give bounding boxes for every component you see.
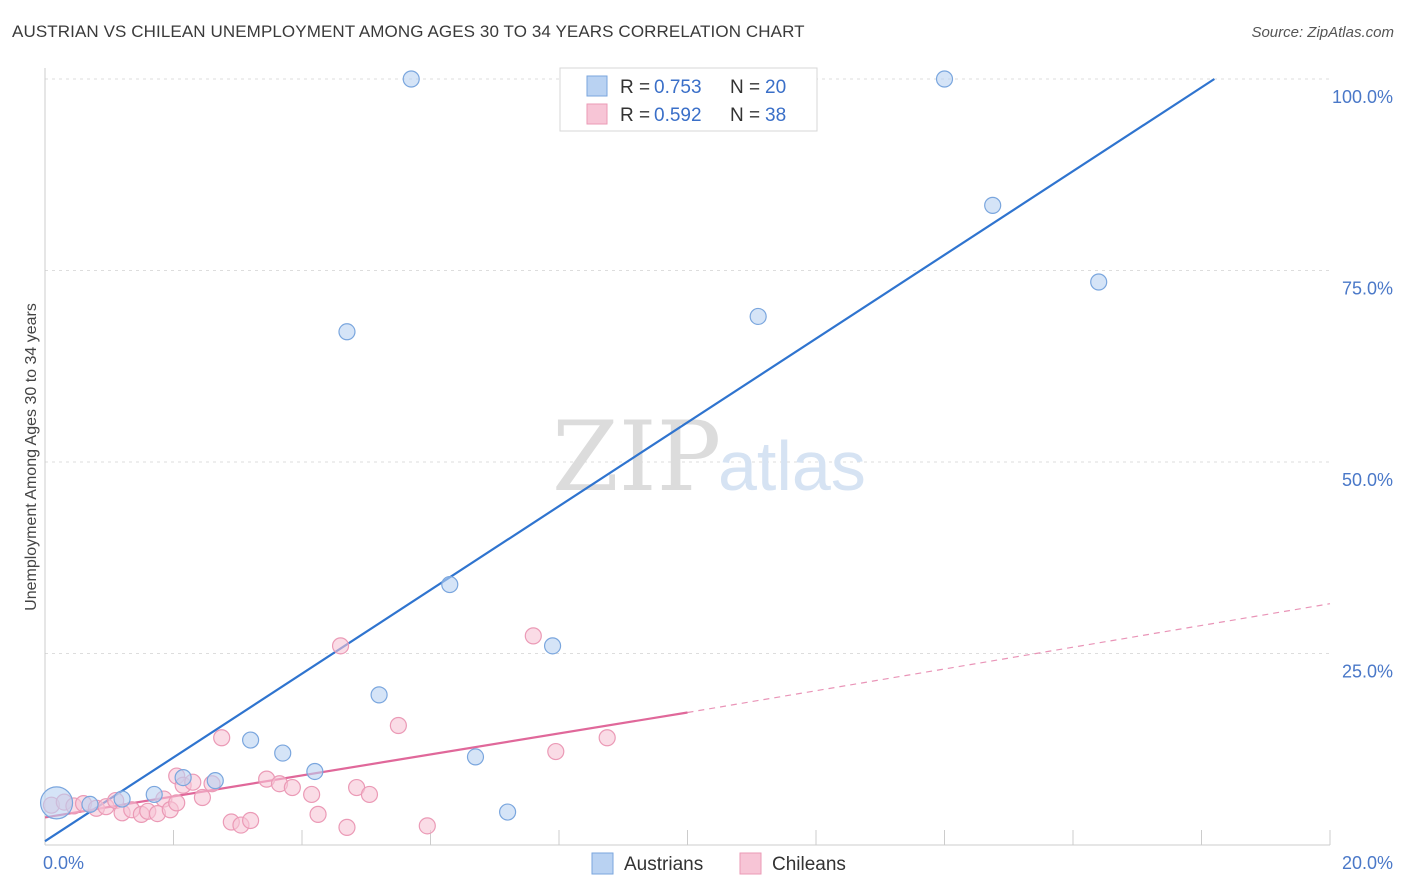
top-legend: R = 0.753 N = 20 R = 0.592 N = 38	[559, 67, 818, 132]
point-austrians	[1090, 273, 1108, 291]
point-chileans	[338, 818, 356, 836]
point-austrians	[402, 70, 420, 88]
point-austrians	[370, 686, 388, 704]
point-austrians	[174, 768, 192, 787]
point-austrians	[113, 790, 131, 808]
y-axis-label: Unemployment Among Ages 30 to 34 years	[23, 303, 40, 611]
legend-swatch-chileans	[586, 103, 608, 125]
watermark-atlas: atlas	[718, 427, 866, 505]
point-chileans	[360, 785, 379, 804]
point-austrians	[984, 196, 1002, 214]
legend-n-value-2: 38	[765, 105, 786, 126]
data-points	[39, 70, 1108, 836]
point-austrians	[81, 795, 99, 814]
axes	[44, 68, 1331, 846]
legend-n-label-2: N =	[730, 105, 760, 126]
x-tick-label: 20.0%	[1342, 853, 1393, 873]
x-tick-label: 0.0%	[43, 853, 84, 873]
point-austrians	[274, 744, 292, 762]
point-chileans	[193, 788, 212, 807]
point-austrians	[145, 785, 163, 804]
tick-labels: 25.0% 50.0% 75.0% 100.0% 0.0% 20.0%	[43, 87, 1393, 873]
trend-line-austrians	[44, 78, 1215, 843]
point-austrians	[466, 748, 485, 766]
bottom-legend-chileans: Chileans	[772, 854, 846, 875]
y-tick-label: 50.0%	[1342, 470, 1393, 490]
y-tick-label: 75.0%	[1342, 279, 1393, 299]
point-chileans	[389, 716, 407, 735]
point-austrians	[441, 575, 459, 594]
point-chileans	[309, 805, 327, 823]
point-austrians	[39, 786, 74, 820]
point-austrians	[749, 307, 767, 326]
y-tick-label: 25.0%	[1342, 662, 1393, 682]
point-austrians	[338, 323, 356, 341]
legend-n-label-1: N =	[730, 77, 760, 98]
point-chileans	[283, 778, 301, 797]
legend-swatch-austrians	[586, 75, 608, 97]
point-chileans	[213, 729, 231, 747]
point-austrians	[306, 762, 324, 781]
bottom-legend: Austrians Chileans	[591, 852, 846, 875]
legend-r-value-1: 0.753	[654, 77, 702, 98]
legend-r-label-2: R =	[620, 105, 650, 126]
legend-r-value-2: 0.592	[654, 105, 702, 126]
point-austrians	[242, 731, 260, 749]
point-chileans	[547, 742, 565, 761]
point-chileans	[418, 817, 436, 835]
chart-title: AUSTRIAN VS CHILEAN UNEMPLOYMENT AMONG A…	[12, 22, 805, 41]
bottom-legend-austrians: Austrians	[624, 854, 703, 875]
point-chileans	[598, 729, 616, 747]
point-austrians	[935, 70, 954, 88]
chart-source: Source: ZipAtlas.com	[1251, 24, 1394, 41]
point-chileans	[524, 627, 542, 645]
gridlines	[45, 78, 1330, 654]
bottom-legend-swatch-austrians	[591, 852, 614, 875]
point-chileans	[303, 785, 321, 804]
point-austrians	[543, 637, 562, 655]
point-chileans	[242, 811, 260, 830]
point-chileans	[168, 794, 186, 812]
bottom-legend-swatch-chileans	[739, 852, 762, 875]
point-chileans	[331, 637, 350, 655]
trend-line-chileans-extension	[687, 603, 1331, 714]
legend-r-label-1: R =	[620, 77, 650, 98]
point-austrians	[206, 772, 224, 790]
point-austrians	[499, 803, 517, 821]
y-tick-label: 100.0%	[1332, 87, 1393, 107]
legend-n-value-1: 20	[765, 77, 786, 98]
